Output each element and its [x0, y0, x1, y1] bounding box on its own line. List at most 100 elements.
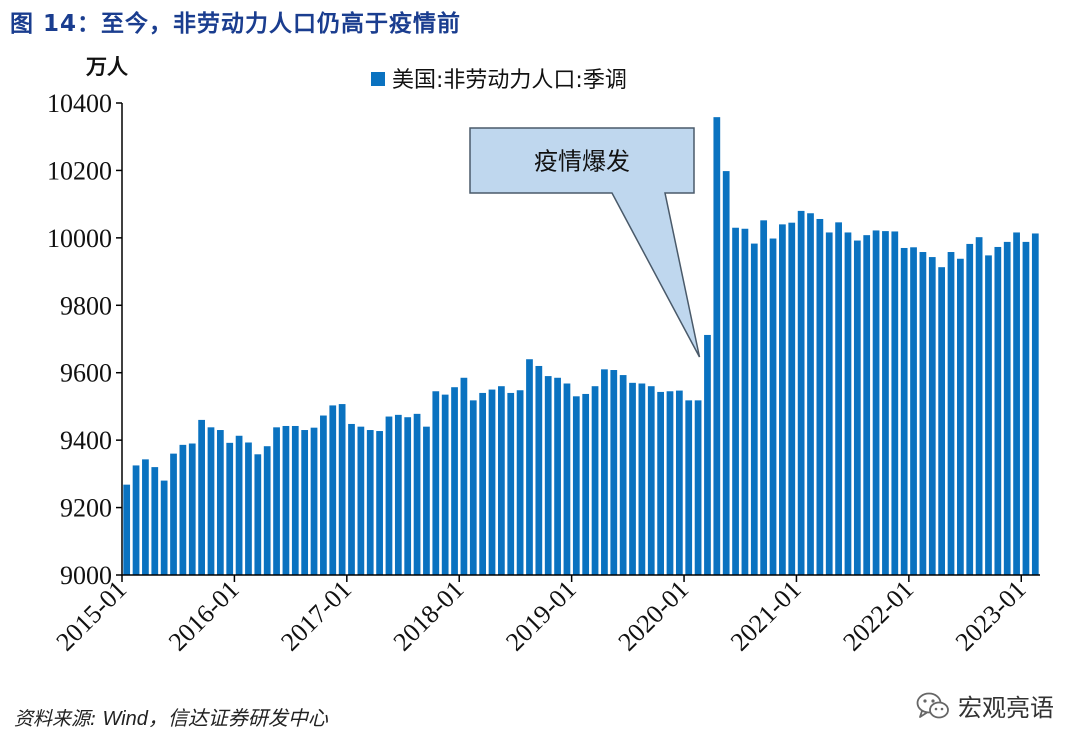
bar	[779, 224, 786, 575]
bar	[207, 427, 215, 575]
bar	[516, 390, 524, 575]
legend-swatch	[371, 72, 385, 86]
bar	[404, 417, 412, 575]
bar	[1013, 232, 1020, 575]
bar	[835, 222, 842, 575]
bar	[601, 369, 608, 575]
watermark-text: 宏观亮语	[958, 694, 1054, 722]
bar	[216, 430, 224, 575]
bar	[853, 240, 861, 576]
bar	[366, 430, 374, 575]
bar	[423, 426, 430, 575]
bar	[957, 258, 964, 575]
bar	[198, 419, 205, 575]
bar	[488, 389, 496, 575]
bar	[526, 359, 533, 575]
x-tick-label: 2022-01	[837, 575, 919, 657]
bar	[273, 427, 280, 575]
annotation-box	[469, 127, 701, 358]
bar	[291, 425, 299, 575]
bar	[357, 426, 365, 575]
x-tick-label: 2020-01	[612, 575, 694, 657]
bar	[882, 231, 889, 576]
bar	[685, 400, 693, 575]
bar	[170, 453, 177, 575]
bar	[451, 387, 458, 575]
bar	[413, 413, 421, 575]
bar	[657, 391, 664, 575]
bar	[582, 393, 590, 575]
bar	[825, 232, 833, 575]
bar	[938, 267, 946, 575]
bar	[507, 392, 515, 575]
bar	[226, 442, 234, 575]
bar	[872, 230, 880, 575]
bar	[282, 425, 290, 575]
bar	[348, 423, 355, 575]
bar	[432, 391, 440, 575]
bar	[975, 237, 983, 575]
axes	[121, 103, 1040, 576]
bar	[844, 232, 852, 575]
bar	[807, 213, 814, 575]
bar	[301, 430, 309, 575]
bar	[797, 210, 805, 575]
bar	[741, 228, 749, 575]
bar	[647, 386, 655, 575]
bar	[900, 247, 908, 575]
bar	[469, 400, 477, 575]
bar	[310, 427, 318, 575]
bar	[919, 252, 927, 575]
bar	[544, 376, 552, 575]
bar	[666, 391, 674, 575]
bar	[713, 117, 721, 575]
bar	[629, 382, 636, 575]
y-axis-unit-label: 万人	[85, 55, 128, 79]
bar	[947, 252, 955, 575]
bar	[245, 442, 252, 575]
annotation-text: 疫情爆发	[534, 148, 630, 176]
figure-title: 图 14：至今，非劳动力人口仍高于疫情前	[10, 11, 462, 37]
bar	[142, 459, 149, 575]
bar	[722, 171, 730, 575]
annotation-callout: 疫情爆发	[469, 127, 701, 358]
x-tick-label: 2023-01	[950, 575, 1032, 657]
bar	[732, 227, 739, 576]
y-tick-label: 9000	[60, 561, 112, 590]
x-tick-label: 2021-01	[725, 575, 807, 657]
bar	[151, 467, 159, 575]
bar	[769, 238, 777, 575]
x-tick-label: 2017-01	[275, 575, 357, 657]
source-names: Wind，信达证券研发中心	[102, 708, 328, 730]
y-tick-label: 10400	[47, 89, 112, 118]
bar	[591, 386, 599, 575]
bar	[863, 235, 871, 575]
bar	[254, 454, 262, 575]
bar	[910, 247, 917, 576]
bar	[554, 377, 561, 575]
bar	[1031, 233, 1039, 575]
x-tick-label: 2019-01	[500, 575, 582, 657]
bar	[985, 255, 992, 575]
bar	[750, 243, 758, 575]
bar	[479, 392, 487, 575]
bar	[385, 416, 393, 575]
bar	[563, 383, 571, 575]
bar	[1022, 241, 1030, 575]
bar	[235, 435, 243, 575]
bar	[329, 405, 337, 575]
bar-series	[123, 117, 1039, 576]
y-tick-label: 10200	[47, 156, 112, 185]
x-tick-label: 2018-01	[388, 575, 470, 657]
bar	[123, 484, 131, 575]
bar	[179, 444, 187, 575]
bar	[610, 370, 618, 575]
y-tick-label: 9200	[60, 494, 112, 523]
bar	[816, 218, 824, 576]
bar	[132, 465, 140, 575]
y-tick-label: 9400	[60, 426, 112, 455]
wechat-icon	[916, 692, 949, 718]
bar	[966, 243, 974, 575]
bar	[694, 400, 702, 575]
bar	[638, 383, 646, 575]
